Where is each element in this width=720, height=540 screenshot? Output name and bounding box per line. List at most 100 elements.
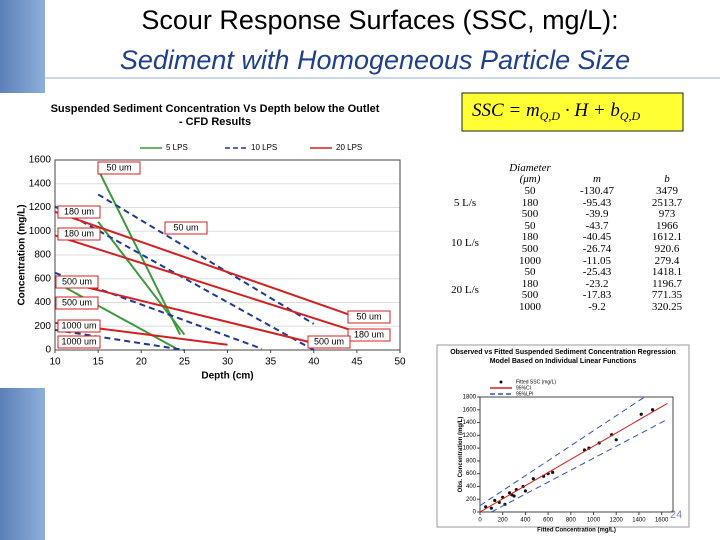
table-cell: 771.35 bbox=[651, 289, 683, 302]
annotation-box bbox=[55, 296, 99, 310]
table-row: 180 -40.45 1612.1 bbox=[430, 232, 700, 244]
data-line bbox=[479, 396, 645, 507]
table-cell: 2513.7 bbox=[651, 196, 683, 209]
table-cell: 10 L/s bbox=[451, 237, 479, 250]
table-cell: 1418.1 bbox=[651, 266, 683, 279]
table-row: 1000 -9.2 320.25 bbox=[430, 300, 700, 314]
annotation: 500 um bbox=[62, 276, 92, 286]
x-tick-label: 10 bbox=[49, 357, 61, 368]
x-tick-label: 400 bbox=[520, 518, 531, 524]
slide-title: Scour Response Surfaces (SSC, mg/L): bbox=[141, 5, 618, 35]
legend-label: 95%CI bbox=[516, 385, 531, 391]
y-tick-label: 1400 bbox=[29, 178, 52, 189]
data-point bbox=[650, 408, 655, 412]
data-line bbox=[54, 271, 263, 350]
table-cell: m bbox=[593, 173, 601, 186]
data-point bbox=[551, 470, 555, 474]
x-axis-label: Depth (cm) bbox=[201, 371, 253, 382]
table-cell: 920.6 bbox=[654, 242, 680, 255]
annotation: 1000 um bbox=[61, 336, 96, 346]
data-line bbox=[479, 402, 668, 513]
legend-label: 10 LPS bbox=[251, 143, 277, 152]
x-tick-label: 1400 bbox=[632, 518, 646, 524]
table-cell: -130.47 bbox=[580, 185, 614, 197]
chart-title: Suspended Sediment Concentration Vs Dept… bbox=[51, 103, 380, 128]
annotation: 50 um bbox=[356, 311, 381, 321]
y-tick-label: 800 bbox=[466, 458, 477, 464]
x-tick-label: 25 bbox=[179, 357, 191, 368]
x-tick-label: 45 bbox=[351, 357, 363, 368]
data-line bbox=[491, 418, 668, 513]
legend-swatch bbox=[499, 380, 503, 384]
annotation-box bbox=[57, 335, 101, 349]
data-point bbox=[639, 412, 643, 416]
data-point bbox=[489, 506, 493, 510]
y-tick-label: 0 bbox=[473, 510, 477, 516]
table-cell: 973 bbox=[658, 208, 676, 221]
y-tick-label: 1600 bbox=[463, 407, 477, 413]
table-cell: -11.05 bbox=[582, 254, 611, 267]
y-tick-label: 600 bbox=[466, 471, 477, 477]
table-row: 10 L/s 50 -43.7 1966 bbox=[430, 219, 700, 249]
table-cell: 20 L/s bbox=[451, 283, 479, 296]
coef-table: Diameter (μm) m b 5 L/s 50 -130.47 3479 180 -95.… bbox=[430, 156, 700, 314]
table-cell: 180 bbox=[521, 196, 539, 209]
table-cell: 1966 bbox=[656, 219, 678, 232]
y-tick-label: 1000 bbox=[29, 226, 52, 237]
y-axis-label: Obs. Concentration (mg/L) bbox=[458, 417, 464, 493]
annotation-box bbox=[307, 335, 351, 349]
legend-label: 20 LPS bbox=[336, 143, 362, 152]
annotation-box bbox=[55, 275, 99, 289]
y-tick-label: 1800 bbox=[463, 395, 477, 401]
y-tick-label: 400 bbox=[466, 484, 477, 490]
x-tick-label: 30 bbox=[222, 357, 234, 368]
table-cell: 3479 bbox=[656, 185, 678, 197]
table-cell: 320.25 bbox=[651, 300, 683, 313]
table-cell: -39.9 bbox=[585, 208, 609, 221]
y-tick-label: 1200 bbox=[463, 433, 477, 439]
annotation: 180 um bbox=[64, 206, 94, 216]
data-point bbox=[531, 477, 535, 481]
table-cell: 50 bbox=[524, 219, 536, 232]
y-tick-label: 1600 bbox=[29, 155, 52, 166]
table-cell: 50 bbox=[524, 266, 536, 279]
table-row: 500 -17.83 771.35 bbox=[430, 290, 700, 302]
plot-frame bbox=[54, 159, 401, 351]
annotation-box bbox=[57, 319, 101, 333]
annotation-box bbox=[347, 328, 391, 342]
annotation-box bbox=[164, 221, 208, 235]
annotation: 50 um bbox=[106, 162, 131, 172]
annotation-box bbox=[57, 227, 101, 241]
y-tick-label: 400 bbox=[34, 297, 51, 308]
y-tick-label: 200 bbox=[34, 321, 51, 332]
table-cell: 279.4 bbox=[654, 254, 680, 267]
table-row: 20 L/s 50 -25.43 1418.1 bbox=[430, 266, 700, 296]
table-cell bbox=[430, 156, 500, 186]
table-cell: -17.83 bbox=[582, 289, 612, 302]
table-row: Diameter (μm) m b bbox=[430, 156, 700, 186]
table-cell: -95.43 bbox=[582, 196, 612, 209]
equation: SSC = mQ,D · H + bQ,D bbox=[472, 100, 641, 122]
table-row: 1000 -11.05 279.4 bbox=[430, 254, 700, 268]
data-point bbox=[614, 438, 618, 442]
data-line bbox=[54, 280, 177, 350]
y-tick-label: 1000 bbox=[463, 446, 477, 452]
x-tick-label: 20 bbox=[136, 357, 148, 368]
y-tick-label: 1400 bbox=[463, 420, 477, 426]
table-cell: -23.2 bbox=[585, 277, 609, 290]
table-cell: 180 bbox=[521, 277, 539, 290]
table-cell: 500 bbox=[521, 289, 539, 302]
annotation: 500 um bbox=[314, 336, 344, 346]
annotation: 1000 um bbox=[61, 320, 96, 330]
data-point bbox=[507, 491, 512, 495]
x-axis-label: Fitted Concentration (mg/L) bbox=[537, 528, 616, 534]
y-axis-label: Concentration (mg/L) bbox=[17, 204, 28, 305]
chart-title: Observed vs Fitted Suspended Sediment Co… bbox=[450, 349, 676, 365]
data-line bbox=[54, 210, 358, 319]
chart-title-line: Observed vs Fitted Suspended Sediment Co… bbox=[450, 349, 676, 356]
x-tick-label: 800 bbox=[566, 518, 577, 524]
x-tick-label: 40 bbox=[308, 357, 320, 368]
table-cell: 180 bbox=[521, 231, 539, 244]
table-row: 500 -26.74 920.6 bbox=[430, 242, 700, 256]
